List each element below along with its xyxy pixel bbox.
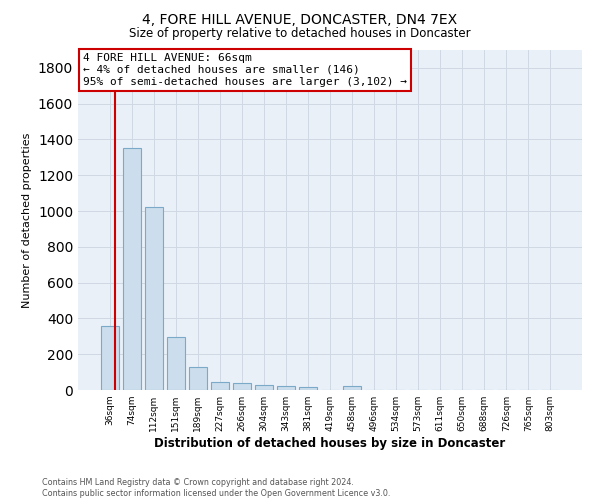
Text: 4, FORE HILL AVENUE, DONCASTER, DN4 7EX: 4, FORE HILL AVENUE, DONCASTER, DN4 7EX — [142, 12, 458, 26]
Bar — [255, 384, 273, 390]
X-axis label: Distribution of detached houses by size in Doncaster: Distribution of detached houses by size … — [154, 437, 506, 450]
Y-axis label: Number of detached properties: Number of detached properties — [22, 132, 32, 308]
Text: Contains HM Land Registry data © Crown copyright and database right 2024.
Contai: Contains HM Land Registry data © Crown c… — [42, 478, 391, 498]
Bar — [211, 382, 229, 390]
Bar — [101, 326, 119, 390]
Bar — [233, 383, 251, 390]
Bar — [189, 366, 206, 390]
Text: 4 FORE HILL AVENUE: 66sqm
← 4% of detached houses are smaller (146)
95% of semi-: 4 FORE HILL AVENUE: 66sqm ← 4% of detach… — [83, 54, 407, 86]
Bar — [343, 386, 361, 390]
Bar — [123, 148, 140, 390]
Bar — [299, 387, 317, 390]
Bar — [145, 206, 163, 390]
Text: Size of property relative to detached houses in Doncaster: Size of property relative to detached ho… — [129, 28, 471, 40]
Bar — [167, 337, 185, 390]
Bar — [277, 386, 295, 390]
